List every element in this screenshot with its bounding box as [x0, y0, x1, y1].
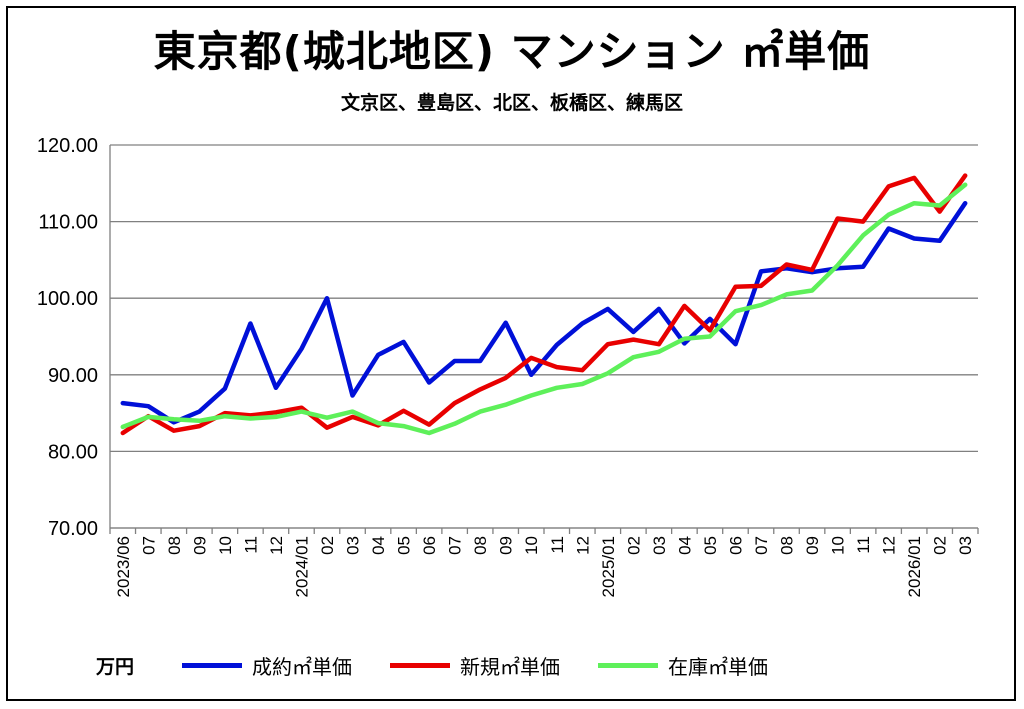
x-tick-label: 12	[267, 536, 286, 555]
x-tick-label: 12	[880, 536, 899, 555]
x-tick-label: 03	[650, 536, 669, 555]
x-tick-label: 2024/01	[292, 536, 311, 597]
x-tick-label: 08	[165, 536, 184, 555]
y-tick-label: 120.00	[37, 135, 98, 157]
legend-item-new: 新規㎡単価	[390, 651, 560, 680]
legend-swatch-contract	[182, 662, 243, 668]
x-tick-label: 09	[803, 536, 822, 555]
x-tick-label: 10	[216, 536, 235, 555]
series-line-2	[120, 182, 968, 436]
x-tick-label: 07	[446, 536, 465, 555]
legend-label-new: 新規㎡単価	[460, 654, 561, 679]
legend-item-contract: 成約㎡単価	[182, 651, 352, 680]
x-tick-label: 12	[573, 536, 592, 555]
series-line-0	[120, 200, 968, 425]
y-tick-label: 100.00	[37, 288, 98, 310]
x-tick-label: 05	[701, 536, 720, 555]
x-tick-label: 08	[778, 536, 797, 555]
y-tick-label: 110.00	[38, 212, 98, 234]
x-tick-label: 05	[395, 536, 414, 555]
x-tick-label: 2025/01	[599, 536, 618, 597]
x-tick-label: 03	[344, 536, 363, 555]
x-tick-label: 02	[624, 536, 643, 555]
x-tick-label: 11	[854, 536, 873, 554]
x-tick-label: 04	[675, 536, 694, 555]
chart-subtitle: 文京区、豊島区、北区、板橋区、練馬区	[340, 92, 683, 114]
x-tick-label: 2026/01	[905, 536, 924, 597]
series-line-1	[120, 173, 968, 436]
x-tick-label: 10	[829, 536, 848, 555]
x-tick-label: 07	[139, 536, 158, 555]
y-tick-label: 70.00	[48, 518, 98, 540]
legend-swatch-new	[390, 662, 451, 668]
chart-title: 東京都(城北地区) マンション ㎡単価	[153, 27, 871, 76]
legend: 万円 成約㎡単価 新規㎡単価 在庫㎡単価	[96, 650, 806, 680]
x-tick-label: 02	[931, 536, 950, 555]
legend-item-stock: 在庫㎡単価	[598, 651, 768, 680]
x-tick-label: 09	[497, 536, 516, 555]
chart-frame	[6, 6, 1016, 701]
legend-label-stock: 在庫㎡単価	[668, 654, 769, 679]
x-tick-label: 09	[190, 536, 209, 555]
x-tick-label: 03	[956, 536, 975, 555]
x-tick-label: 06	[420, 536, 439, 555]
x-tick-label: 07	[752, 536, 771, 555]
x-tick-label: 06	[726, 536, 745, 555]
x-tick-label: 08	[471, 536, 490, 555]
legend-label-contract: 成約㎡単価	[252, 654, 353, 679]
x-tick-label: 10	[522, 536, 541, 555]
x-tick-label: 02	[318, 536, 337, 555]
x-tick-label: 2023/06	[114, 536, 133, 597]
x-tick-label: 11	[548, 536, 567, 554]
x-tick-label: 11	[241, 536, 260, 554]
x-tick-label: 04	[369, 536, 388, 555]
legend-swatch-stock	[598, 662, 659, 668]
unit-label: 万円	[96, 655, 135, 678]
y-tick-label: 80.00	[48, 441, 98, 463]
y-tick-label: 90.00	[48, 365, 98, 387]
